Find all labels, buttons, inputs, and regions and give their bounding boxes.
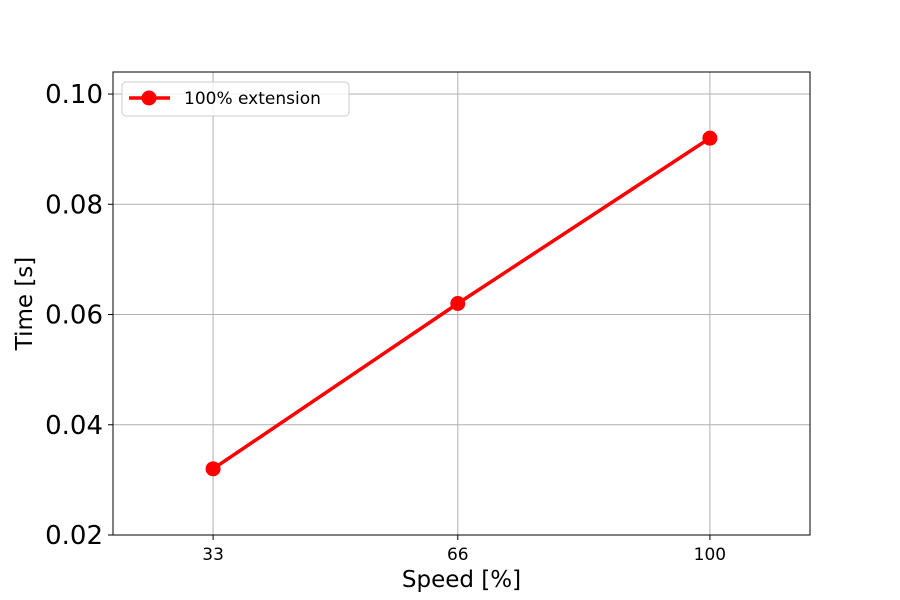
x-tick-labels: 33 66 100 <box>202 545 726 565</box>
plot-frame <box>112 71 811 536</box>
data-point <box>450 296 466 311</box>
data-point <box>205 461 221 477</box>
series-layer <box>205 130 718 477</box>
y-tick-labels: 0.02 0.04 0.06 0.08 0.10 <box>45 80 103 551</box>
ticks <box>108 93 711 540</box>
legend-marker-swatch <box>141 90 157 106</box>
y-tick-label: 0.04 <box>45 411 103 441</box>
x-axis-label: Speed [%] <box>402 567 521 593</box>
y-tick-label: 0.02 <box>45 521 103 551</box>
y-tick-label: 0.06 <box>45 301 103 331</box>
x-tick-label: 33 <box>202 545 224 565</box>
x-tick-label: 66 <box>447 545 469 565</box>
legend-entry-label: 100% extension <box>184 89 321 109</box>
data-point <box>702 130 718 146</box>
legend-box <box>121 81 350 117</box>
x-tick-label: 100 <box>694 545 726 565</box>
legend: 100% extension <box>121 81 350 117</box>
y-tick-label: 0.08 <box>45 190 103 220</box>
y-axis-label: Time [s] <box>12 257 38 352</box>
y-tick-label: 0.10 <box>45 80 103 110</box>
